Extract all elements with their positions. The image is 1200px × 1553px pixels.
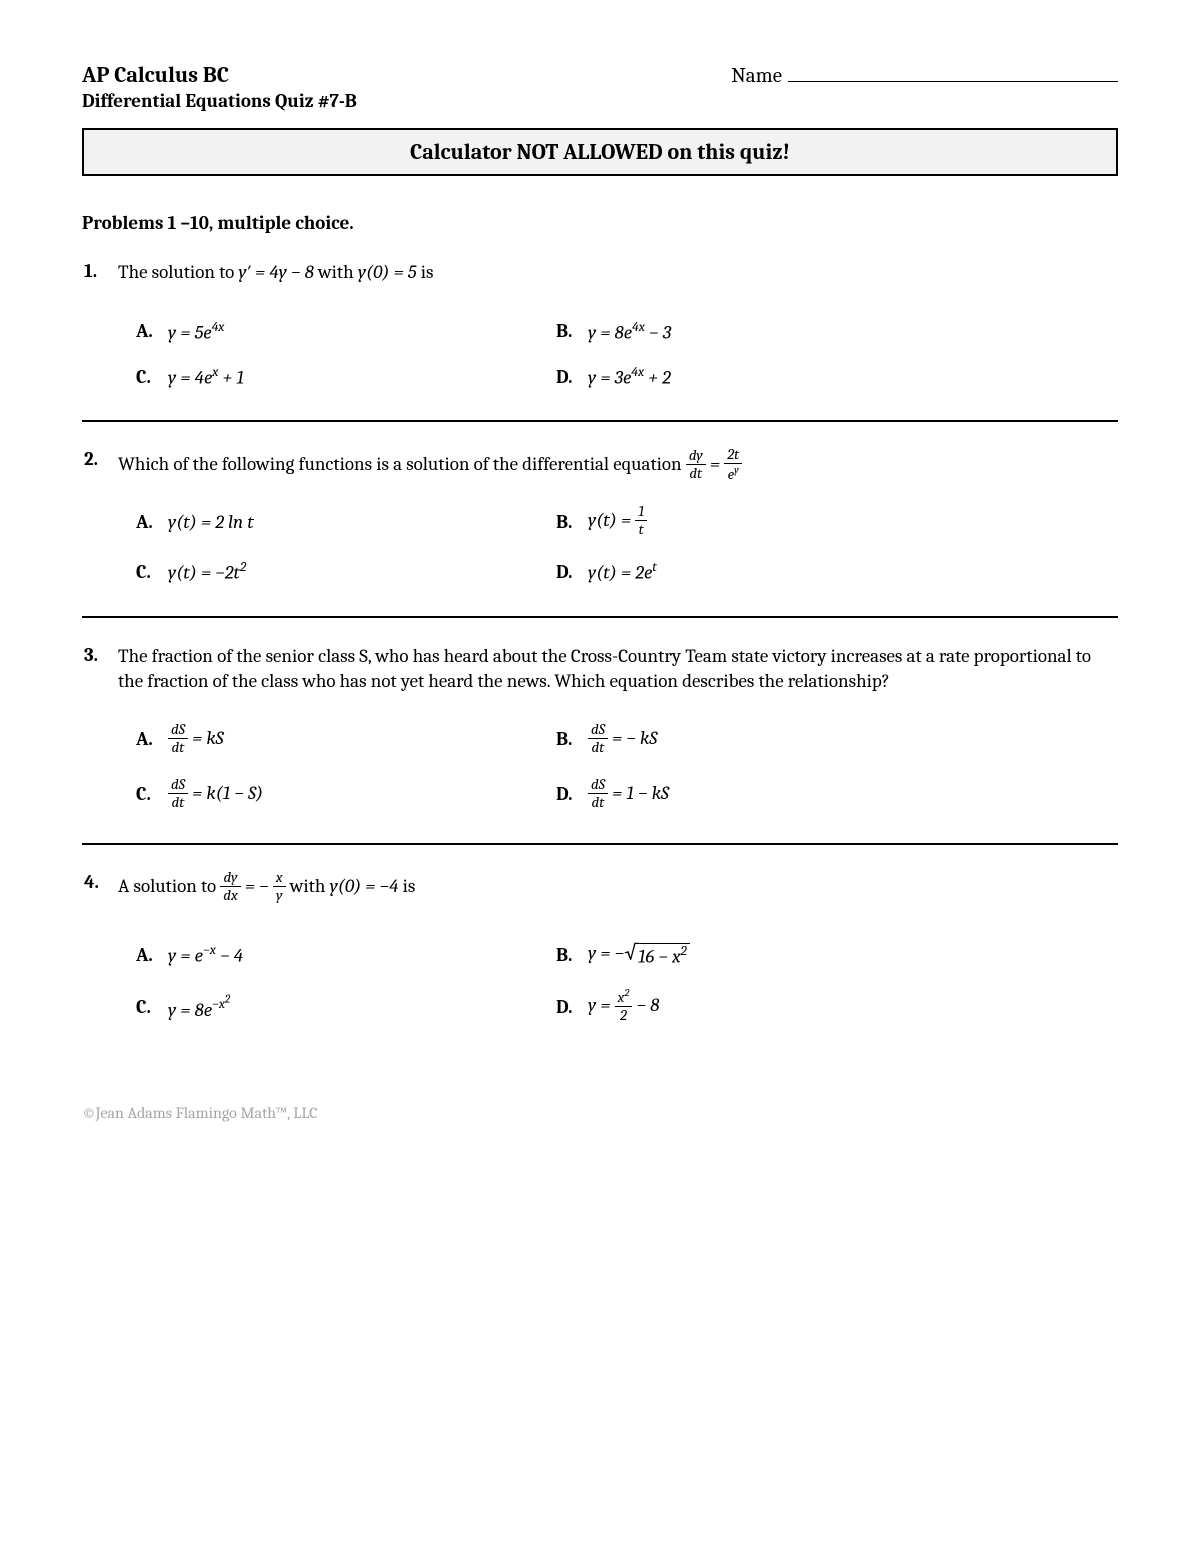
problem-number: 2.	[84, 448, 118, 470]
footer-copyright: ©Jean Adams Flamingo Math™, LLC	[82, 1104, 1118, 1122]
choice-D[interactable]: D. y(t) = 2et	[556, 560, 657, 583]
name-blank-line[interactable]	[788, 64, 1118, 82]
fraction: dydx	[220, 870, 240, 903]
choice-math: dSdt = 1 − kS	[588, 778, 669, 811]
choice-math: dSdt = k(1 − S)	[168, 778, 263, 811]
choice-D[interactable]: D. dSdt = 1 − kS	[556, 778, 669, 811]
choice-C[interactable]: C. y(t) = −2t2	[136, 560, 556, 583]
choice-math: y(t) = 1t	[588, 505, 647, 538]
choice-math: y = x22 − 8	[588, 989, 659, 1024]
choice-math: y(t) = −2t2	[168, 560, 246, 583]
choice-A[interactable]: A. dSdt = kS	[136, 723, 556, 756]
divider	[82, 616, 1118, 618]
prompt-math: y(0) = −4	[330, 875, 399, 897]
choice-label: D.	[556, 996, 578, 1018]
choice-B[interactable]: B. y = −√16 − x2	[556, 942, 690, 967]
problem-prompt: A solution to dydx = − xy with y(0) = −4…	[118, 871, 1118, 904]
choice-math: y = −√16 − x2	[588, 942, 690, 967]
problem-number: 1.	[84, 260, 118, 282]
prompt-text-part: with	[286, 875, 330, 897]
prompt-math: y(0) = 5	[358, 261, 417, 283]
choice-label: C.	[136, 561, 158, 583]
header: AP Calculus BC Differential Equations Qu…	[82, 62, 1118, 112]
choice-math: y = 3e4x + 2	[588, 365, 671, 388]
choice-B[interactable]: B. dSdt = − kS	[556, 723, 657, 756]
problem-3: 3. The fraction of the senior class S, w…	[82, 644, 1118, 811]
choice-label: B.	[556, 728, 578, 750]
problem-prompt: The fraction of the senior class S, who …	[118, 644, 1118, 695]
problem-prompt: Which of the following functions is a so…	[118, 448, 1118, 483]
choice-label: D.	[556, 366, 578, 388]
choice-A[interactable]: A. y(t) = 2 ln t	[136, 505, 556, 538]
name-label: Name	[731, 64, 782, 88]
instructions: Problems 1 –10, multiple choice.	[82, 212, 1118, 234]
divider	[82, 420, 1118, 422]
choice-C[interactable]: C. y = 4ex + 1	[136, 365, 556, 388]
choice-D[interactable]: D. y = 3e4x + 2	[556, 365, 671, 388]
prompt-math: = −	[241, 875, 273, 897]
choice-math: y(t) = 2et	[588, 560, 657, 583]
prompt-text-part: The solution to	[118, 261, 238, 283]
choice-math: y = e−x − 4	[168, 943, 243, 966]
choice-label: A.	[136, 944, 158, 966]
prompt-text-part: A solution to	[118, 875, 220, 897]
choice-math: y = 8e4x − 3	[588, 320, 671, 343]
choice-A[interactable]: A. y = 5e4x	[136, 320, 556, 343]
choice-label: A.	[136, 320, 158, 342]
choice-label: A.	[136, 728, 158, 750]
problem-number: 4.	[84, 871, 118, 893]
prompt-text-part: Which of the following functions is a so…	[118, 453, 686, 475]
name-field: Name	[731, 64, 1118, 88]
quiz-subtitle: Differential Equations Quiz #7-B	[82, 90, 357, 112]
choice-label: D.	[556, 783, 578, 805]
course-title: AP Calculus BC	[82, 62, 357, 88]
choice-D[interactable]: D. y = x22 − 8	[556, 989, 659, 1024]
choice-label: C.	[136, 783, 158, 805]
divider	[82, 843, 1118, 845]
choice-label: B.	[556, 320, 578, 342]
prompt-math: y′ = 4y − 8	[238, 261, 313, 283]
choice-C[interactable]: C. y = 8e−x2	[136, 989, 556, 1024]
calculator-banner: Calculator NOT ALLOWED on this quiz!	[82, 128, 1118, 176]
choice-B[interactable]: B. y(t) = 1t	[556, 505, 647, 538]
choice-A[interactable]: A. y = e−x − 4	[136, 942, 556, 967]
problem-prompt: The solution to y′ = 4y − 8 with y(0) = …	[118, 260, 1118, 286]
choice-label: D.	[556, 561, 578, 583]
choice-label: B.	[556, 944, 578, 966]
fraction: 2tey	[724, 447, 742, 482]
choice-math: y = 8e−x2	[168, 993, 230, 1021]
choice-B[interactable]: B. y = 8e4x − 3	[556, 320, 671, 343]
prompt-text-part: is	[417, 261, 434, 283]
choice-math: y = 5e4x	[168, 320, 224, 343]
problem-1: 1. The solution to y′ = 4y − 8 with y(0)…	[82, 260, 1118, 388]
choice-math: y(t) = 2 ln t	[168, 511, 254, 533]
choice-math: dSdt = − kS	[588, 723, 657, 756]
prompt-text-part: with	[314, 261, 358, 283]
choice-label: C.	[136, 996, 158, 1018]
choice-label: B.	[556, 511, 578, 533]
fraction: xy	[273, 870, 286, 903]
fraction: dydt	[686, 448, 706, 481]
choice-label: C.	[136, 366, 158, 388]
problem-2: 2. Which of the following functions is a…	[82, 448, 1118, 583]
prompt-text-part: is	[398, 875, 415, 897]
choice-label: A.	[136, 511, 158, 533]
choice-math: y = 4ex + 1	[168, 365, 244, 388]
problem-number: 3.	[84, 644, 118, 666]
problem-4: 4. A solution to dydx = − xy with y(0) =…	[82, 871, 1118, 1024]
choice-math: dSdt = kS	[168, 723, 224, 756]
choice-C[interactable]: C. dSdt = k(1 − S)	[136, 778, 556, 811]
